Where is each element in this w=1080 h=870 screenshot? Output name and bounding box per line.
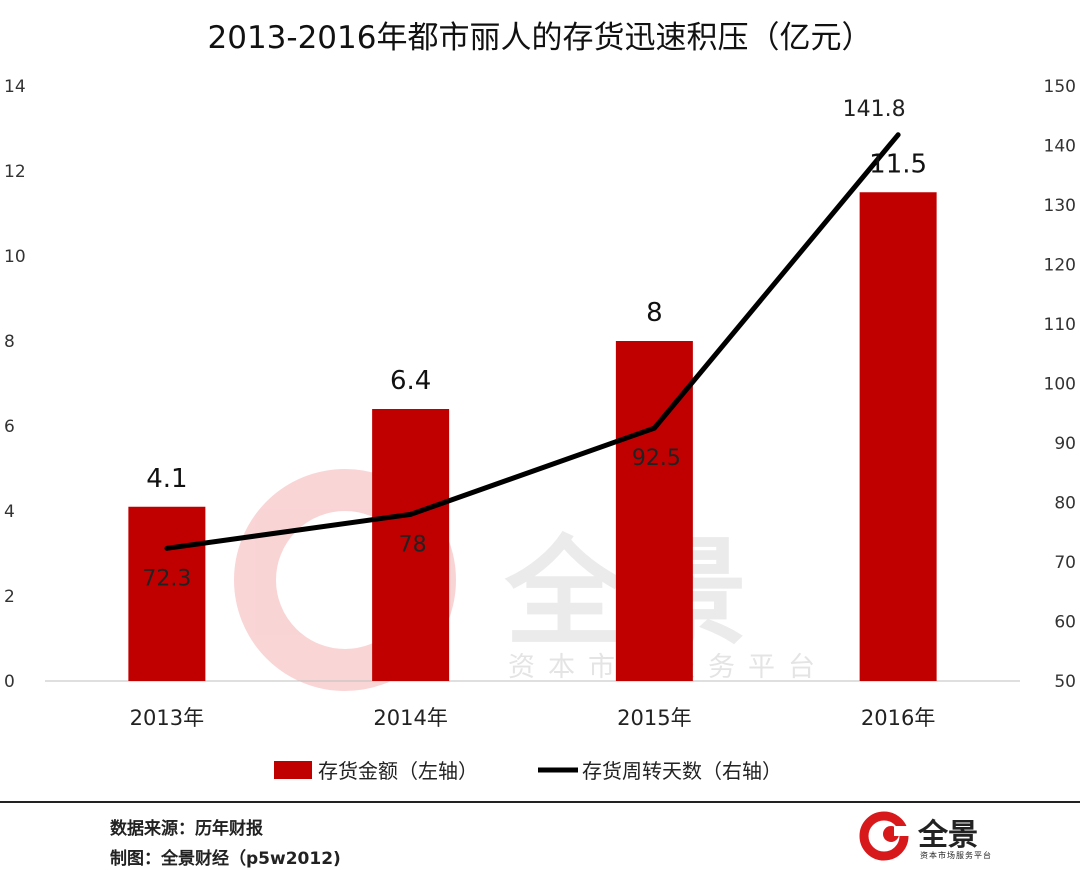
- brand-tagline: 资本市场服务平台: [920, 851, 992, 860]
- line-point: [165, 546, 169, 550]
- chart-credit: 制图：全景财经（p5w2012): [110, 849, 341, 869]
- line-point: [896, 133, 900, 137]
- bar-2016年: [859, 192, 937, 681]
- x-axis-tick: 2015年: [617, 706, 691, 730]
- left-axis-tick: 8: [4, 332, 15, 352]
- bar-data-label: 8: [646, 298, 663, 328]
- right-axis-tick: 50: [1054, 672, 1076, 692]
- chart-title: 2013-2016年都市丽人的存货迅速积压（亿元）: [207, 20, 873, 56]
- brand-logo-icon: [859, 811, 914, 861]
- brand-logo: 全景 资本市场服务平台: [858, 806, 1038, 866]
- footer-divider: [0, 801, 1080, 803]
- bar-2013年: [128, 506, 206, 681]
- line-data-label: 92.5: [632, 446, 681, 471]
- legend-swatch-bar: [274, 761, 312, 779]
- line-point: [652, 426, 656, 430]
- right-axis-tick: 130: [1044, 196, 1076, 216]
- left-axis-tick: 6: [4, 417, 15, 437]
- data-source: 数据来源：历年财报: [110, 819, 263, 839]
- left-axis-tick: 0: [4, 672, 15, 692]
- legend-label-line: 存货周转天数（右轴）: [582, 759, 782, 783]
- line-data-label: 78: [399, 532, 427, 557]
- right-axis-tick: 60: [1054, 613, 1076, 633]
- right-axis-tick: 140: [1044, 137, 1076, 157]
- line-point: [409, 512, 413, 516]
- right-axis-tick: 80: [1054, 494, 1076, 514]
- right-axis-tick: 90: [1054, 434, 1076, 454]
- right-axis-tick: 70: [1054, 553, 1076, 573]
- x-axis-tick: 2016年: [861, 706, 935, 730]
- left-axis-tick: 4: [4, 502, 15, 522]
- x-axis-tick: 2013年: [130, 706, 204, 730]
- right-axis-tick: 110: [1044, 315, 1076, 335]
- legend-label-bar: 存货金额（左轴）: [318, 759, 478, 783]
- brand-name: 全景: [918, 818, 978, 853]
- left-axis-tick: 12: [4, 162, 26, 182]
- combo-chart: 0 2 4 6 8 10 12 14 50 60 70 80 90 100 110 120 130 140 150 2…: [4, 77, 1076, 783]
- right-axis-tick: 100: [1044, 375, 1076, 395]
- bar-2014年: [372, 409, 450, 681]
- left-axis-tick: 2: [4, 587, 15, 607]
- left-axis-tick: 14: [4, 77, 26, 97]
- line-data-label: 72.3: [142, 566, 191, 591]
- bar-data-label: 6.4: [390, 366, 431, 396]
- bar-data-label: 4.1: [146, 464, 187, 494]
- x-axis-tick: 2014年: [373, 706, 447, 730]
- right-axis-tick: 150: [1044, 77, 1076, 97]
- bar-data-label: 11.5: [869, 149, 927, 179]
- line-data-label: 141.8: [843, 97, 906, 122]
- left-axis-tick: 10: [4, 247, 26, 267]
- line-series-turnover-days: [164, 132, 901, 551]
- right-axis-tick: 120: [1044, 256, 1076, 276]
